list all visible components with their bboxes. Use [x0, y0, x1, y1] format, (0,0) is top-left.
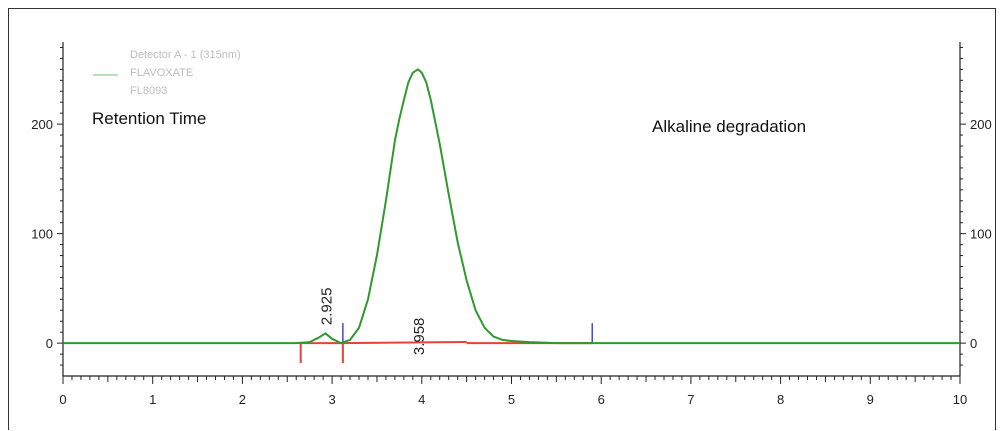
- x-tick-label: 2: [239, 392, 246, 407]
- y-tick-label-right: 0: [970, 336, 977, 351]
- legend-entry-fl8093: FL8093: [130, 85, 167, 97]
- chromatogram-frame: [8, 8, 996, 430]
- y-tick-label: 100: [31, 227, 53, 242]
- chromatogram-line: [63, 68, 960, 345]
- x-tick-label: 5: [508, 392, 515, 407]
- legend-entry-flavoxate: FLAVOXATE: [130, 67, 193, 79]
- y-tick-label-right: 100: [970, 227, 992, 242]
- legend: Detector A - 1 (315nm) FLAVOXATE FL8093: [93, 49, 241, 97]
- peak-label: 3.958: [411, 318, 428, 356]
- legend-entry-detector: Detector A - 1 (315nm): [130, 49, 241, 61]
- x-tick-label: 7: [687, 392, 694, 407]
- x-tick-label: 0: [59, 392, 66, 407]
- x-tick-label: 10: [953, 392, 967, 407]
- integration-baseline: [342, 341, 467, 345]
- y-tick-label: 0: [46, 336, 53, 351]
- peak-label: 2.925: [318, 288, 335, 326]
- y-tick-label: 200: [31, 117, 53, 132]
- x-tick-label: 8: [777, 392, 784, 407]
- x-tick-label: 3: [328, 392, 335, 407]
- x-tick-label: 9: [867, 392, 874, 407]
- retention-time-label: Retention Time: [92, 109, 206, 128]
- x-tick-label: 1: [149, 392, 156, 407]
- x-tick-label: 4: [418, 392, 425, 407]
- x-tick-label: 6: [598, 392, 605, 407]
- y-tick-label-right: 200: [970, 117, 992, 132]
- alkaline-degradation-label: Alkaline degradation: [652, 117, 806, 136]
